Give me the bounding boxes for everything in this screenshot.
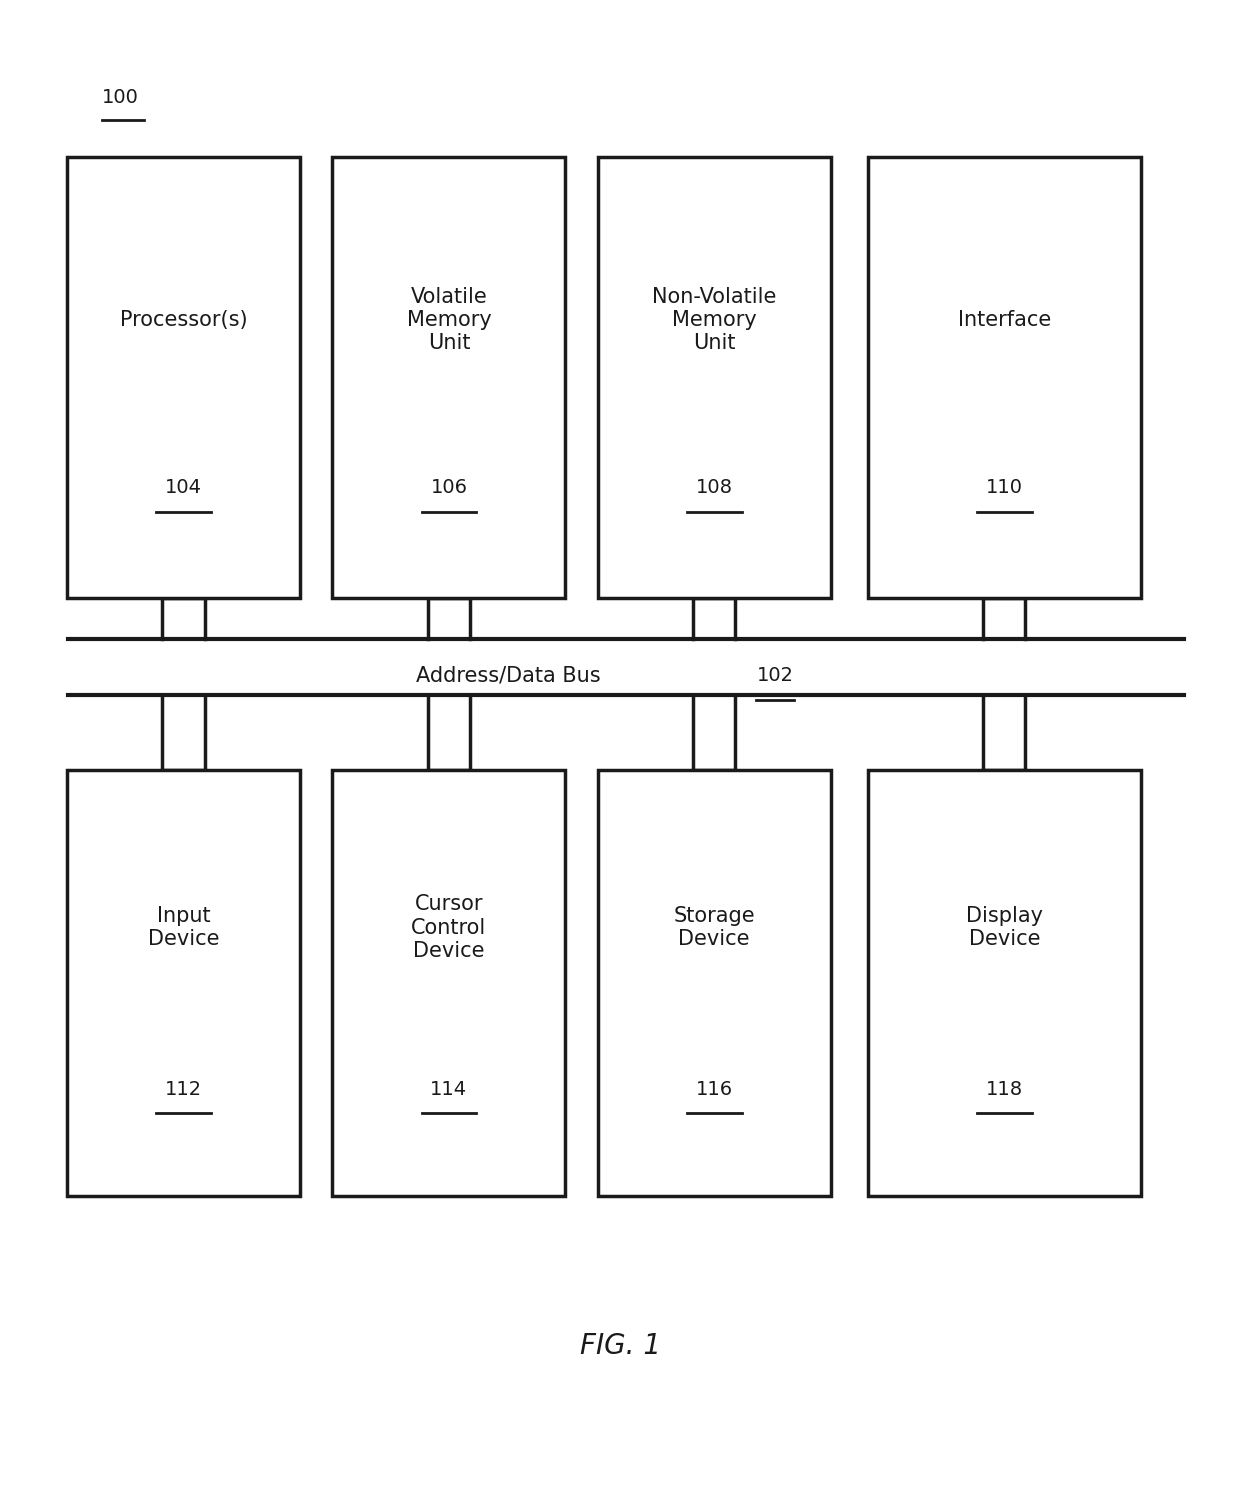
Text: 104: 104	[165, 478, 202, 498]
FancyBboxPatch shape	[67, 157, 300, 598]
Text: Non-Volatile
Memory
Unit: Non-Volatile Memory Unit	[652, 287, 776, 353]
Text: 118: 118	[986, 1079, 1023, 1099]
FancyBboxPatch shape	[868, 770, 1141, 1196]
Text: Processor(s): Processor(s)	[120, 309, 247, 330]
FancyBboxPatch shape	[598, 770, 831, 1196]
Text: Address/Data Bus: Address/Data Bus	[417, 665, 600, 686]
FancyBboxPatch shape	[598, 157, 831, 598]
Text: 108: 108	[696, 478, 733, 498]
Text: Storage
Device: Storage Device	[673, 906, 755, 949]
Text: 100: 100	[102, 88, 139, 106]
Text: FIG. 1: FIG. 1	[579, 1332, 661, 1359]
Text: Display
Device: Display Device	[966, 906, 1043, 949]
Text: Cursor
Control
Device: Cursor Control Device	[412, 894, 486, 961]
Text: Volatile
Memory
Unit: Volatile Memory Unit	[407, 287, 491, 353]
Text: Input
Device: Input Device	[148, 906, 219, 949]
FancyBboxPatch shape	[67, 770, 300, 1196]
Text: 110: 110	[986, 478, 1023, 498]
Text: 112: 112	[165, 1079, 202, 1099]
Text: 102: 102	[756, 667, 794, 685]
Text: 106: 106	[430, 478, 467, 498]
FancyBboxPatch shape	[332, 770, 565, 1196]
FancyBboxPatch shape	[332, 157, 565, 598]
Text: Interface: Interface	[957, 309, 1052, 330]
FancyBboxPatch shape	[868, 157, 1141, 598]
Text: 116: 116	[696, 1079, 733, 1099]
Text: 114: 114	[430, 1079, 467, 1099]
